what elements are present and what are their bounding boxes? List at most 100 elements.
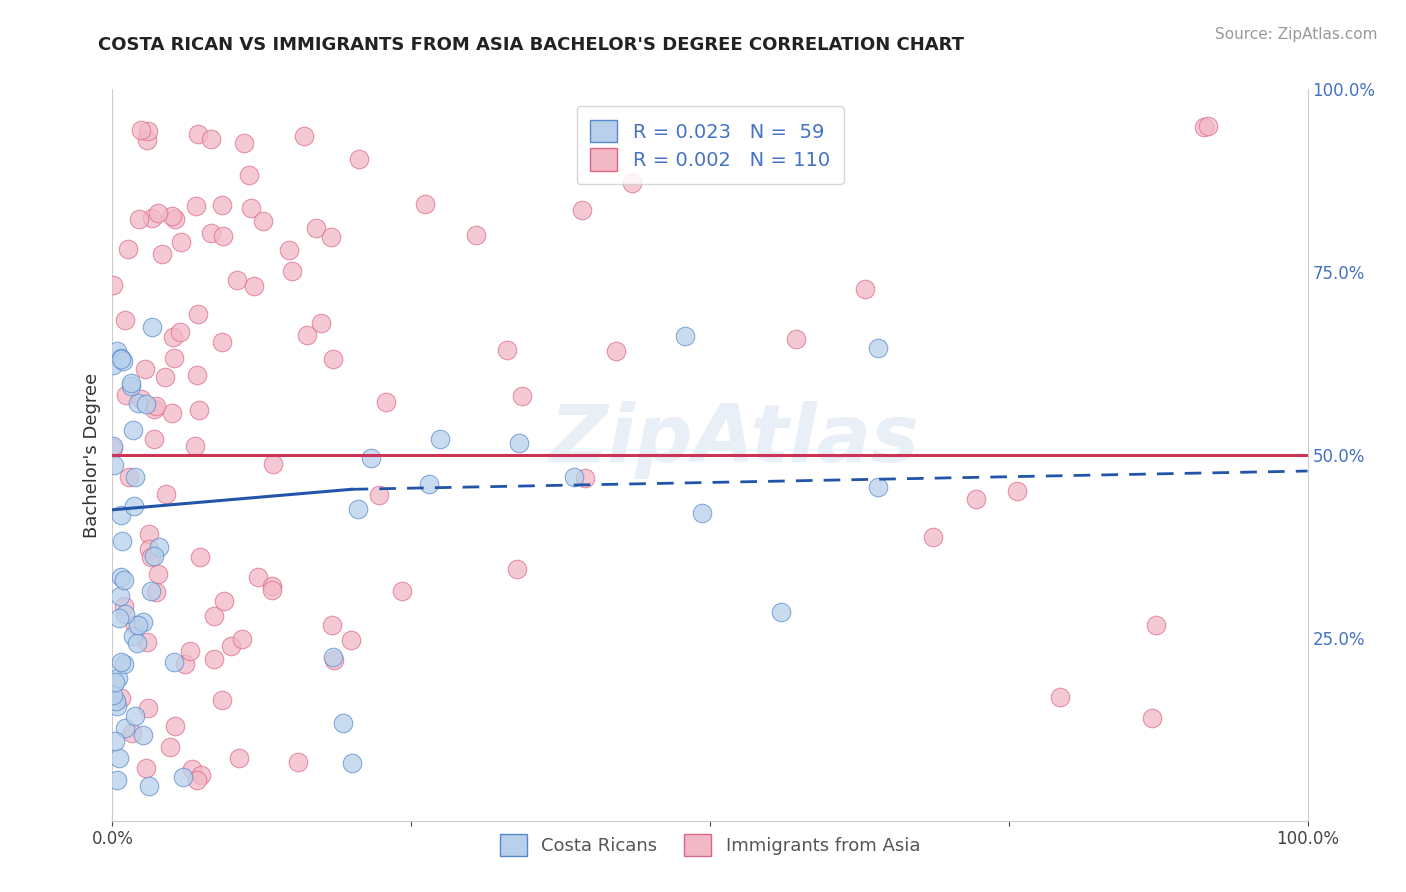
- Point: [211, 334, 233, 349]
- Point: [129, 392, 152, 406]
- Point: [562, 469, 585, 483]
- Point: [141, 584, 163, 599]
- Point: [391, 583, 413, 598]
- Point: [132, 615, 155, 630]
- Point: [200, 226, 222, 240]
- Point: [120, 379, 142, 393]
- Point: [349, 152, 371, 166]
- Point: [238, 168, 260, 182]
- Point: [127, 618, 149, 632]
- Point: [124, 618, 146, 632]
- Point: [145, 585, 167, 599]
- Point: [309, 316, 332, 330]
- Point: [186, 368, 208, 382]
- Point: [340, 632, 363, 647]
- Point: [183, 439, 205, 453]
- Point: [506, 562, 529, 576]
- Point: [108, 589, 131, 603]
- Point: [162, 406, 184, 420]
- Point: [103, 734, 125, 748]
- Point: [104, 675, 127, 690]
- Point: [228, 751, 250, 765]
- Point: [965, 492, 987, 507]
- Point: [112, 573, 135, 587]
- Point: [921, 530, 943, 544]
- Point: [219, 639, 242, 653]
- Point: [332, 715, 354, 730]
- Point: [281, 263, 304, 277]
- Point: [413, 196, 436, 211]
- Point: [233, 136, 256, 150]
- Point: [141, 211, 163, 225]
- Point: [124, 499, 146, 513]
- Point: [115, 388, 138, 402]
- Point: [853, 282, 876, 296]
- Point: [510, 389, 533, 403]
- Point: [211, 693, 233, 707]
- Point: [139, 549, 162, 564]
- Point: [278, 243, 301, 257]
- Point: [107, 699, 129, 714]
- Point: [169, 325, 191, 339]
- Point: [163, 351, 186, 365]
- Point: [143, 549, 166, 564]
- Point: [260, 583, 283, 598]
- Point: [136, 123, 159, 137]
- Point: [120, 376, 142, 390]
- Point: [141, 319, 163, 334]
- Point: [785, 333, 807, 347]
- Point: [150, 247, 173, 261]
- Point: [153, 369, 176, 384]
- Point: [143, 432, 166, 446]
- Point: [186, 199, 208, 213]
- Point: [125, 636, 148, 650]
- Point: [163, 655, 186, 669]
- Point: [347, 501, 370, 516]
- Point: [495, 343, 517, 357]
- Point: [135, 761, 157, 775]
- Point: [136, 701, 159, 715]
- Point: [107, 671, 129, 685]
- Point: [138, 542, 160, 557]
- Point: [866, 480, 889, 494]
- Point: [574, 471, 596, 485]
- Point: [375, 394, 398, 409]
- Point: [110, 691, 132, 706]
- Point: [202, 651, 225, 665]
- Point: [138, 780, 160, 794]
- Point: [112, 599, 135, 613]
- Point: [240, 201, 263, 215]
- Point: [262, 458, 284, 472]
- Point: [160, 209, 183, 223]
- Point: [186, 127, 208, 141]
- Point: [114, 722, 136, 736]
- Point: [465, 228, 488, 243]
- Point: [187, 403, 209, 417]
- Point: [121, 726, 143, 740]
- Point: [155, 487, 177, 501]
- Y-axis label: Bachelor's Degree: Bachelor's Degree: [83, 372, 101, 538]
- Point: [101, 688, 124, 702]
- Point: [146, 567, 169, 582]
- Point: [135, 397, 157, 411]
- Point: [110, 570, 132, 584]
- Point: [187, 307, 209, 321]
- Point: [103, 358, 125, 372]
- Point: [163, 719, 186, 733]
- Point: [305, 221, 328, 235]
- Point: [211, 197, 233, 211]
- Point: [131, 728, 153, 742]
- Point: [127, 395, 149, 409]
- Point: [321, 618, 343, 632]
- Point: [129, 122, 152, 136]
- Point: [1049, 690, 1071, 705]
- Point: [148, 541, 170, 555]
- Point: [136, 133, 159, 147]
- Point: [110, 352, 132, 367]
- Point: [138, 527, 160, 541]
- Point: [172, 770, 194, 784]
- Point: [124, 469, 146, 483]
- Point: [103, 442, 125, 456]
- Point: [287, 755, 309, 769]
- Point: [188, 550, 211, 565]
